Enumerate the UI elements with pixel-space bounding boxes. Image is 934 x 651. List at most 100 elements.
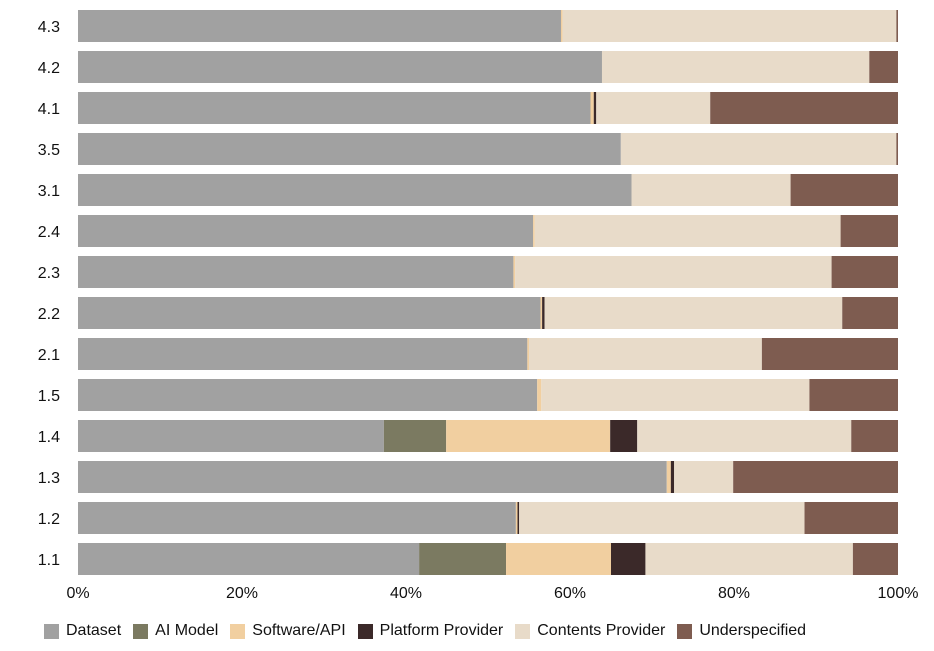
- bar-segment-1-3-dataset: [78, 461, 667, 493]
- bar-segment-1-1-ai-model: [419, 543, 507, 575]
- legend-swatch: [677, 623, 693, 639]
- legend-swatch: [357, 623, 373, 639]
- bar-segment-4-1-dataset: [78, 92, 591, 124]
- bar-segment-4-2-dataset: [78, 51, 602, 83]
- y-tick-label: 2.1: [38, 347, 60, 364]
- bar-segment-4-1-platform-provider: [593, 92, 597, 124]
- y-tick-label: 1.4: [38, 429, 60, 446]
- legend-label: Underspecified: [699, 622, 807, 639]
- bar-segment-2-4-software-api: [533, 215, 535, 247]
- bar-segment-3-5-underspecified: [896, 133, 898, 165]
- bar-segment-2-1-contents-provider: [529, 338, 762, 370]
- x-tick-label: 0%: [66, 585, 89, 602]
- legend-swatch: [515, 623, 531, 639]
- bar-segment-4-3-dataset: [78, 10, 561, 42]
- legend-item: Underspecified: [677, 622, 806, 640]
- bar-segment-2-3-contents-provider: [515, 256, 832, 288]
- bar-segment-1-2-platform-provider: [517, 502, 520, 534]
- bar-segment-4-1-underspecified: [710, 92, 898, 124]
- y-tick-label: 1.1: [38, 552, 60, 569]
- y-axis-labels: 4.3 4.2 4.1 3.5 3.1 2.4 2.3 2.2 2.1 1.5 1.4 1.3 1.2 1…: [38, 19, 60, 569]
- bar-segment-4-3-software-api: [560, 10, 563, 42]
- x-tick-label: 60%: [554, 585, 586, 602]
- bar-segment-4-2-contents-provider: [601, 51, 870, 83]
- bar-segment-1-3-underspecified: [733, 461, 898, 493]
- y-tick-label: 2.2: [38, 306, 60, 323]
- bar-segment-2-2-software-api: [540, 297, 543, 329]
- bar-segment-1-3-contents-provider: [674, 461, 734, 493]
- bar-segment-1-4-ai-model: [383, 420, 447, 452]
- legend-item: Platform Provider: [357, 622, 504, 640]
- legend-swatch: [133, 623, 149, 639]
- legend-label: AI Model: [155, 622, 219, 639]
- bar-segment-2-4-contents-provider: [534, 215, 841, 247]
- bar-segment-4-1-contents-provider: [596, 92, 711, 124]
- legend-label: Software/API: [252, 622, 346, 639]
- bar-segment-1-1-platform-provider: [611, 543, 646, 575]
- bar-segment-1-2-contents-provider: [519, 502, 805, 534]
- y-tick-label: 2.3: [38, 265, 60, 282]
- y-tick-label: 3.5: [38, 142, 60, 159]
- bar-segment-2-1-software-api: [527, 338, 529, 370]
- bar-segment-2-2-dataset: [78, 297, 541, 329]
- bar-segment-1-4-contents-provider: [637, 420, 852, 452]
- bar-segment-3-5-dataset: [78, 133, 621, 165]
- bar-segment-2-3-underspecified: [831, 256, 898, 288]
- bar-segment-2-1-underspecified: [761, 338, 898, 370]
- bar-segment-1-1-software-api: [506, 543, 611, 575]
- y-tick-label: 1.5: [38, 388, 60, 405]
- bar-segment-1-4-dataset: [78, 420, 384, 452]
- y-tick-label: 4.2: [38, 60, 60, 77]
- bar-segment-1-3-platform-provider: [670, 461, 675, 493]
- bar-segment-2-4-dataset: [78, 215, 534, 247]
- bar-segment-1-2-dataset: [78, 502, 516, 534]
- x-tick-label: 80%: [718, 585, 750, 602]
- bar-segment-3-1-dataset: [78, 174, 632, 206]
- bar-segment-4-1-software-api: [590, 92, 594, 124]
- legend-label: Dataset: [66, 622, 122, 639]
- bar-segment-2-4-underspecified: [840, 215, 898, 247]
- x-tick-label: 20%: [226, 585, 258, 602]
- bar-segment-3-1-contents-provider: [631, 174, 791, 206]
- bar-segment-1-5-contents-provider: [541, 379, 810, 411]
- y-tick-label: 4.1: [38, 101, 60, 118]
- bar-segment-2-2-contents-provider: [544, 297, 843, 329]
- bar-segment-2-3-software-api: [513, 256, 516, 288]
- bar-segment-1-2-underspecified: [804, 502, 898, 534]
- bar-segment-1-5-dataset: [78, 379, 538, 411]
- legend-label: Contents Provider: [537, 622, 666, 639]
- legend-item: AI Model: [133, 622, 218, 640]
- y-tick-label: 1.3: [38, 470, 60, 487]
- legend-item: Contents Provider: [515, 622, 665, 640]
- bar-segment-4-3-underspecified: [896, 10, 898, 42]
- bar-segment-1-1-contents-provider: [645, 543, 853, 575]
- bar-segment-1-5-software-api: [537, 379, 542, 411]
- legend-item: Software/API: [230, 622, 346, 640]
- bar-segment-1-2-software-api: [515, 502, 518, 534]
- bar-segment-4-2-underspecified: [869, 51, 898, 83]
- y-tick-label: 1.2: [38, 511, 60, 528]
- legend: Dataset AI Model Software/API Platform Prov…: [44, 620, 818, 642]
- bar-segment-2-2-platform-provider: [542, 297, 545, 329]
- legend-swatch: [44, 623, 59, 639]
- bar-segment-1-1-underspecified: [852, 543, 898, 575]
- bar-segment-2-1-dataset: [78, 338, 528, 370]
- bar-segment-1-4-platform-provider: [610, 420, 638, 452]
- x-tick-label: 100%: [878, 585, 919, 602]
- bar-segment-2-3-dataset: [78, 256, 514, 288]
- bar-segment-1-4-underspecified: [851, 420, 898, 452]
- bar-segment-1-5-underspecified: [809, 379, 898, 411]
- bar-segment-1-4-software-api: [446, 420, 611, 452]
- x-tick-label: 40%: [390, 585, 422, 602]
- y-tick-label: 3.1: [38, 183, 60, 200]
- bar-segment-2-2-underspecified: [842, 297, 898, 329]
- legend-swatch: [230, 623, 246, 639]
- bar-segment-3-1-underspecified: [790, 174, 898, 206]
- bar-segment-1-1-dataset: [78, 543, 420, 575]
- legend-item: Dataset: [44, 622, 121, 640]
- legend-label: Platform Provider: [379, 622, 504, 639]
- bars-group: [78, 10, 898, 575]
- y-tick-label: 2.4: [38, 224, 60, 241]
- bar-segment-4-3-contents-provider: [562, 10, 897, 42]
- y-tick-label: 4.3: [38, 19, 60, 36]
